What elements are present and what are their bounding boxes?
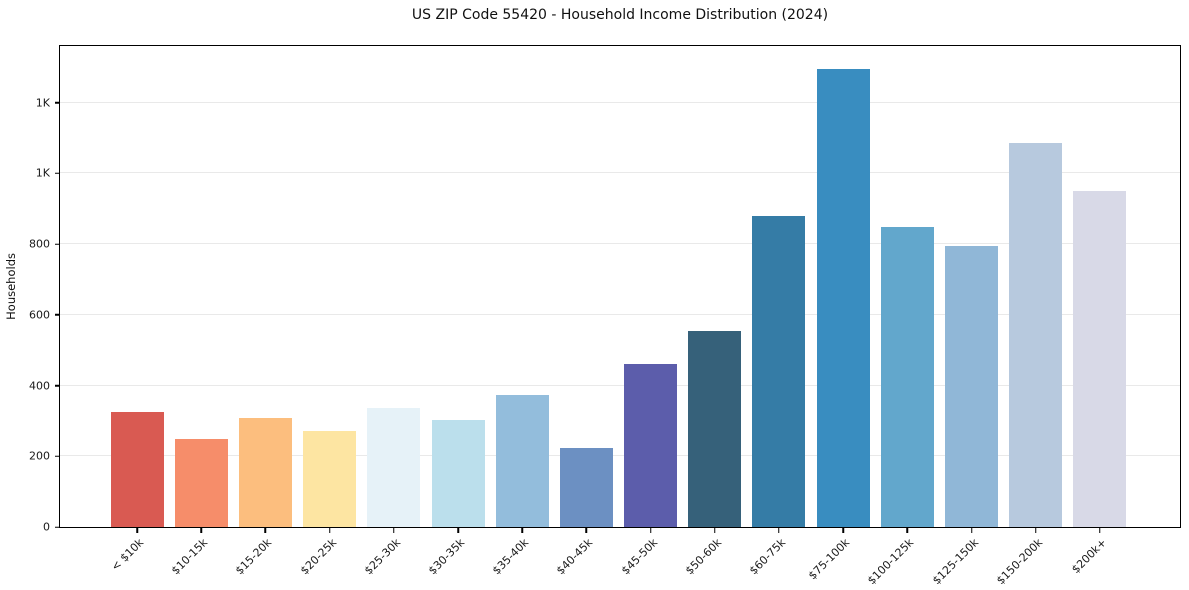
- x-tick-mark: [521, 528, 523, 533]
- bar-slot: $125-150k: [930, 46, 1003, 587]
- gridline: [60, 455, 1180, 457]
- bar: [431, 419, 485, 527]
- bar: [1073, 191, 1127, 527]
- bar-slot: $45-50k: [619, 46, 683, 577]
- y-tick-label: 1K: [35, 166, 50, 180]
- y-tick-mark: [55, 101, 60, 104]
- x-tick-mark: [264, 528, 267, 533]
- bar: [495, 395, 549, 527]
- y-tick-mark: [55, 314, 60, 316]
- x-tick-mark: [200, 528, 203, 533]
- plot-area: < $10k $10-15k $15-20k $20-25k $25-30k $30-35…: [29, 45, 1181, 587]
- bar-slot: < $10k: [105, 46, 169, 574]
- x-tick-label: < $10k: [108, 536, 147, 574]
- x-tick-label: $40-45k: [554, 536, 596, 578]
- gridline: [60, 243, 1180, 245]
- x-tick-label: $125-150k: [929, 536, 981, 588]
- y-axis-label-wrap: Households: [4, 45, 18, 528]
- y-tick-mark: [55, 243, 60, 245]
- x-tick-label: $60-75k: [746, 536, 789, 578]
- x-tick-mark: [714, 528, 716, 533]
- bar: [174, 438, 228, 527]
- x-tick-label: $75-100k: [806, 536, 853, 583]
- gridline: [60, 172, 1180, 174]
- x-tick-mark: [1034, 528, 1037, 533]
- y-tick-mark: [55, 526, 60, 528]
- bar-slot: $35-40k: [490, 46, 554, 577]
- x-tick-label: $20-25k: [297, 536, 339, 578]
- bar-slot: $75-100k: [806, 46, 875, 582]
- x-tick-mark: [457, 528, 459, 533]
- bar: [367, 407, 421, 527]
- x-tick-mark: [1099, 528, 1101, 533]
- x-tick-label: $15-20k: [233, 536, 275, 578]
- bar-slot: $50-60k: [683, 46, 747, 577]
- chart-title: US ZIP Code 55420 - Household Income Dis…: [411, 7, 829, 23]
- bar: [238, 418, 292, 527]
- y-tick-mark: [55, 384, 60, 387]
- bar: [688, 331, 742, 527]
- x-tick-label: $50-60k: [682, 536, 724, 578]
- bar: [624, 363, 678, 527]
- gridline: [60, 313, 1180, 315]
- bar: [945, 245, 999, 527]
- x-tick-label: $100-125k: [865, 536, 917, 588]
- x-tick-label: $25-30k: [361, 536, 404, 578]
- y-tick-mark: [55, 455, 60, 458]
- bar-slot: $20-25k: [298, 46, 362, 577]
- y-axis-label: Households: [4, 253, 18, 320]
- x-tick-label: $200k+: [1069, 536, 1110, 577]
- y-tick-label: 0: [43, 520, 50, 534]
- x-tick-mark: [328, 528, 331, 533]
- y-tick-label: 600: [29, 308, 50, 322]
- bar: [880, 227, 934, 527]
- bar-slot: $40-45k: [554, 46, 618, 577]
- x-tick-mark: [136, 528, 138, 533]
- x-tick-label: $10-15k: [169, 536, 211, 578]
- x-tick-mark: [393, 528, 395, 533]
- bar-slot: $25-30k: [362, 46, 426, 577]
- x-tick-label: $45-50k: [618, 536, 660, 578]
- bar: [816, 69, 870, 527]
- bar: [303, 431, 357, 527]
- bar-slot: $200k+: [1068, 46, 1132, 576]
- x-tick-mark: [906, 528, 909, 533]
- y-tick-label: 800: [29, 237, 50, 251]
- bar: [110, 412, 164, 527]
- y-tick-label: 200: [29, 449, 50, 463]
- x-tick-label: $150-200k: [993, 536, 1045, 588]
- bar-slot: $100-125k: [865, 46, 939, 587]
- y-tick-label: 1K: [35, 96, 50, 110]
- bar: [1009, 143, 1063, 527]
- bar-slot: $10-15k: [169, 46, 233, 577]
- bar-slot: $150-200k: [994, 46, 1068, 587]
- bar-slot: $30-35k: [426, 46, 490, 577]
- y-tick-label: 400: [29, 379, 50, 393]
- bars-container: < $10k $10-15k $15-20k $20-25k $25-30k $30-35…: [60, 46, 1180, 587]
- bar-slot: $15-20k: [233, 46, 297, 577]
- x-tick-label: $30-35k: [425, 536, 468, 578]
- x-tick-label: $35-40k: [490, 536, 532, 578]
- x-tick-mark: [970, 528, 973, 533]
- bar: [559, 447, 613, 527]
- gridline: [60, 101, 1180, 103]
- x-tick-mark: [649, 528, 652, 533]
- bar: [752, 216, 806, 527]
- bar-slot: $60-75k: [747, 46, 811, 577]
- x-tick-mark: [842, 528, 844, 533]
- y-tick-mark: [55, 172, 60, 175]
- x-tick-mark: [585, 528, 588, 533]
- x-tick-mark: [778, 528, 780, 533]
- gridline: [60, 384, 1180, 386]
